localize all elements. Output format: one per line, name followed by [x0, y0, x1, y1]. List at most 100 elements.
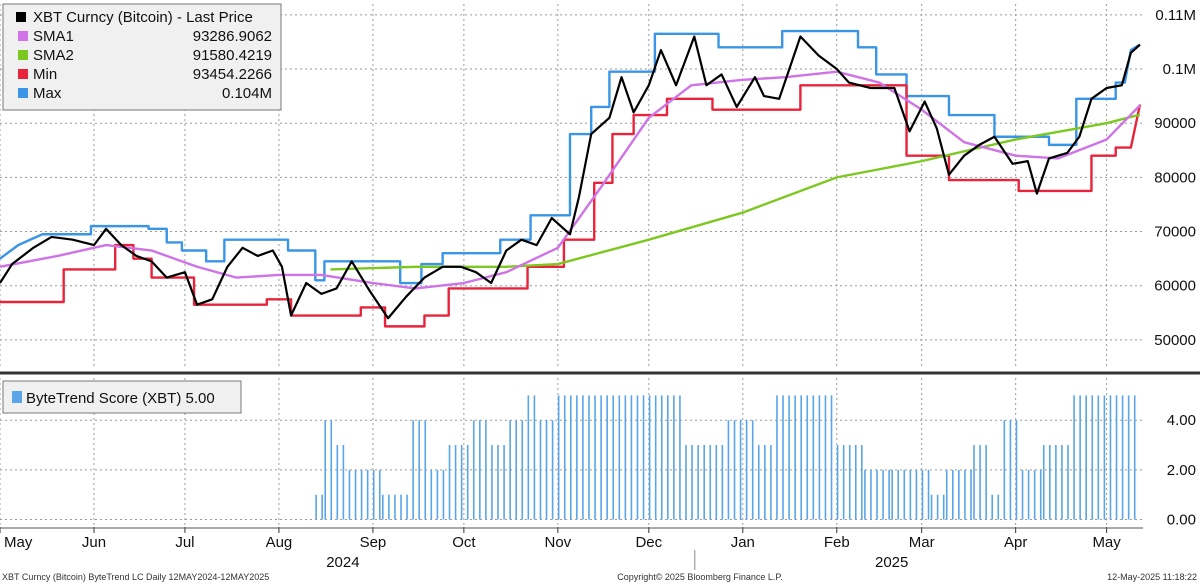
score-bar	[1042, 445, 1045, 520]
score-bar	[764, 445, 766, 520]
score-bar	[342, 445, 345, 520]
price-ytick-label: 60000	[1154, 278, 1196, 295]
xtick-label: May	[1092, 534, 1121, 551]
score-bar	[673, 395, 675, 520]
score-bar	[891, 469, 893, 520]
score-bar	[394, 494, 396, 520]
score-bar	[818, 395, 821, 520]
score-bar	[951, 469, 954, 520]
series-line-sma1	[0, 70, 1141, 290]
score-bar	[1103, 395, 1106, 520]
score-bar	[709, 445, 712, 520]
series-line-sma2	[330, 113, 1141, 271]
score-bar	[1015, 420, 1018, 520]
score-bar	[964, 469, 966, 520]
score-bar	[691, 445, 693, 520]
score-bar	[600, 395, 602, 520]
score-bar	[406, 494, 408, 520]
score-bar	[1091, 395, 1094, 520]
score-bar	[812, 395, 815, 520]
score-bar	[539, 420, 542, 520]
score-bar	[472, 420, 475, 520]
legend-swatch-max	[18, 88, 28, 98]
score-bar	[521, 420, 524, 520]
price-ytick-label: 90000	[1154, 115, 1196, 132]
xtick-label: Aug	[266, 534, 293, 551]
price-ytick-label: 70000	[1154, 224, 1196, 241]
score-bar	[491, 445, 493, 520]
score-bar	[997, 494, 1000, 520]
score-bar	[1097, 395, 1100, 520]
score-bar	[794, 395, 796, 520]
legend-swatch-xbt-curncy-bitcoin-last-price	[16, 12, 26, 22]
xtick-label: Apr	[1004, 534, 1027, 551]
legend-name-sma1: SMA1	[33, 28, 74, 45]
footer: XBT Curncy (Bitcoin) ByteTrend LC Daily …	[2, 572, 1197, 582]
score-bar	[751, 420, 754, 520]
score-bar	[382, 494, 384, 520]
score-bar	[315, 494, 317, 520]
score-bar	[800, 395, 803, 520]
xtick-label: Jul	[175, 534, 194, 551]
score-bar	[1033, 469, 1036, 520]
score-bar	[557, 395, 560, 520]
score-bar	[563, 395, 566, 520]
score-bar	[612, 395, 615, 520]
score-bar	[1055, 445, 1057, 520]
score-bar	[685, 445, 687, 520]
legend-name-xbt-curncy-bitcoin-last-price: XBT Curncy (Bitcoin) - Last Price	[33, 9, 253, 26]
score-bar	[870, 469, 872, 520]
score-bar	[733, 420, 736, 520]
price-legend-box	[2, 3, 282, 111]
xtick-label: Nov	[545, 534, 572, 551]
score-bar	[348, 469, 351, 520]
score-ytick-label: 0.00	[1167, 512, 1196, 529]
score-bar	[618, 395, 621, 520]
score-bar	[782, 395, 784, 520]
score-bar	[745, 420, 748, 520]
score-bar	[366, 469, 369, 520]
score-bar	[945, 469, 948, 520]
score-bar	[921, 469, 924, 520]
score-legend: ByteTrend Score (XBT) 5.00	[2, 380, 242, 414]
score-bar	[824, 395, 827, 520]
score-bar	[979, 445, 981, 520]
score-bar	[636, 395, 639, 520]
score-bar	[1003, 420, 1006, 520]
xtick-label: Sep	[360, 534, 387, 551]
score-bar	[1085, 395, 1087, 520]
year-label: 2024	[326, 554, 359, 571]
score-bar	[909, 469, 912, 520]
score-bar	[594, 395, 596, 520]
score-bar	[378, 469, 381, 520]
xtick-label: May	[4, 534, 33, 551]
legend-value-min: 93454.2266	[193, 66, 272, 83]
score-bar	[985, 445, 987, 520]
score-bar	[903, 469, 906, 520]
score-bar	[1049, 445, 1051, 520]
score-bar	[372, 469, 375, 520]
xtick-label: Jan	[731, 534, 755, 551]
legend-name-max: Max	[33, 85, 62, 102]
score-bar	[1079, 395, 1081, 520]
score-bar	[454, 445, 457, 520]
score-bars	[315, 395, 1136, 520]
score-ytick-label: 4.00	[1167, 412, 1196, 429]
score-bar	[915, 469, 918, 520]
score-bar	[927, 469, 930, 520]
score-bar	[1021, 469, 1024, 520]
xtick-label: Jun	[82, 534, 106, 551]
legend-swatch-sma2	[18, 50, 28, 60]
score-bar	[876, 469, 878, 520]
series-line-xbt-curncy-bitcoin-last-price	[0, 35, 1141, 320]
score-bar	[460, 445, 463, 520]
score-bar	[485, 420, 487, 520]
score-bar	[930, 494, 933, 520]
price-ytick-label: 0.1M	[1163, 61, 1196, 78]
score-bar	[515, 420, 518, 520]
score-bar	[533, 395, 536, 520]
score-bar	[679, 395, 681, 520]
score-bar	[936, 494, 939, 520]
price-ytick-label: 0.11M	[1155, 7, 1196, 24]
